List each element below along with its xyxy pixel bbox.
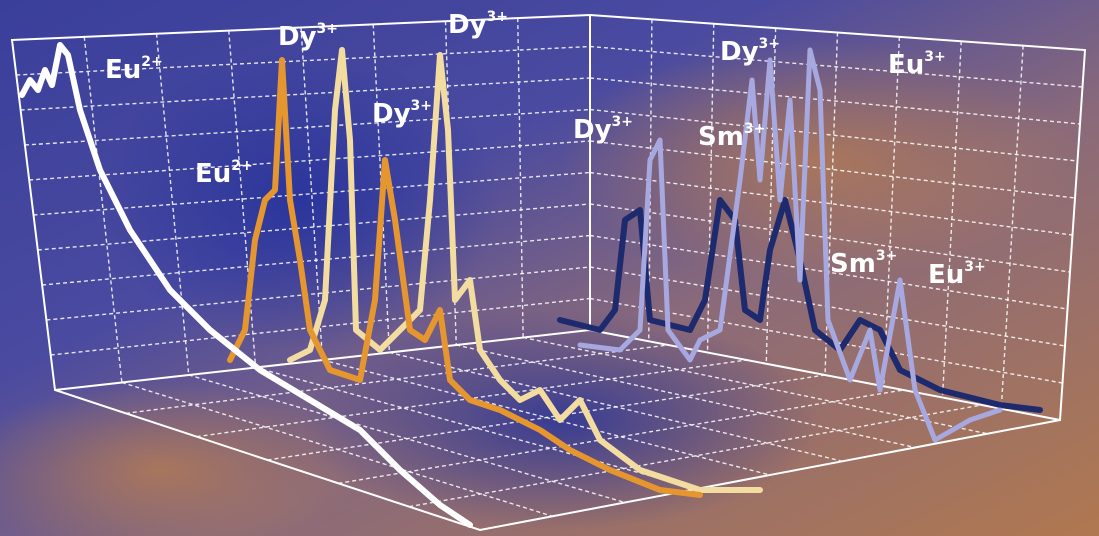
peak-label: Eu3+ [888, 49, 946, 80]
peak-label: Dy3+ [720, 36, 780, 67]
grid-line [824, 32, 839, 376]
ion-charge: 3+ [964, 259, 985, 275]
grid-line [37, 203, 591, 251]
grid-line [589, 203, 1071, 273]
grid-line [155, 33, 190, 376]
grid-line [589, 108, 1078, 162]
spectrum-white [19, 42, 473, 528]
peak-label: Dy3+ [372, 98, 432, 129]
ion-charge: 3+ [744, 121, 765, 137]
grid-line [42, 234, 591, 286]
grid [16, 18, 1083, 517]
peak-label: Dy3+ [278, 21, 338, 52]
ion-charge: 3+ [876, 248, 897, 264]
grid-line [517, 18, 524, 338]
ion-charge: 3+ [759, 36, 780, 52]
ion-name: Eu [928, 260, 964, 290]
spectrum-orange [227, 57, 703, 498]
ion-name: Eu [888, 50, 924, 80]
ion-name: Eu [105, 55, 141, 85]
grid-line [267, 374, 826, 461]
peak-label: Dy3+ [573, 114, 633, 145]
grid-line [83, 36, 123, 383]
grid-line [16, 45, 591, 76]
grid-line [125, 344, 669, 415]
grid-line [1000, 45, 1024, 409]
peak-label: Eu2+ [195, 158, 253, 189]
ion-name: Sm [830, 249, 876, 279]
grid-line [589, 77, 1081, 125]
grid-line [24, 108, 591, 146]
grid-line [46, 266, 591, 321]
ion-name: Dy [372, 99, 411, 129]
ion-charge: 3+ [612, 114, 633, 130]
spectrum-cream [287, 47, 763, 493]
grid-line [883, 36, 901, 387]
spectrum-lavender [577, 47, 1003, 443]
ion-name: Dy [448, 10, 487, 40]
peak-label: Eu3+ [928, 259, 986, 290]
ion-charge: 2+ [141, 54, 162, 70]
ion-name: Sm [698, 122, 744, 152]
peak-label: Dy3+ [448, 9, 508, 40]
grid-line [589, 140, 1076, 199]
grid-line [228, 30, 257, 368]
ion-charge: 3+ [487, 9, 508, 25]
ion-name: Dy [720, 37, 759, 67]
grid-line [589, 45, 1083, 88]
background-blot [0, 380, 360, 536]
grid-line [33, 171, 591, 216]
ion-charge: 2+ [231, 158, 252, 174]
ion-name: Dy [573, 115, 612, 145]
ion-name: Dy [278, 22, 317, 52]
ion-charge: 3+ [317, 21, 338, 37]
ion-name: Eu [195, 159, 231, 189]
peak-label: Sm3+ [830, 248, 897, 279]
peak-label: Eu2+ [105, 54, 163, 85]
grid-line [196, 359, 747, 438]
ion-charge: 3+ [411, 98, 432, 114]
peak-labels: Eu2+Dy3+ Dy3+Dy3+Eu2+Dy3+ Sm3+Dy3+Eu3+Sm3+… [105, 9, 986, 290]
grid-line [456, 344, 916, 449]
grid-line [50, 297, 591, 356]
peak-label: Sm3+ [698, 121, 765, 152]
grid-line [29, 140, 591, 181]
grid-line [338, 389, 904, 485]
ion-charge: 3+ [924, 49, 945, 65]
grid-line [409, 404, 982, 508]
